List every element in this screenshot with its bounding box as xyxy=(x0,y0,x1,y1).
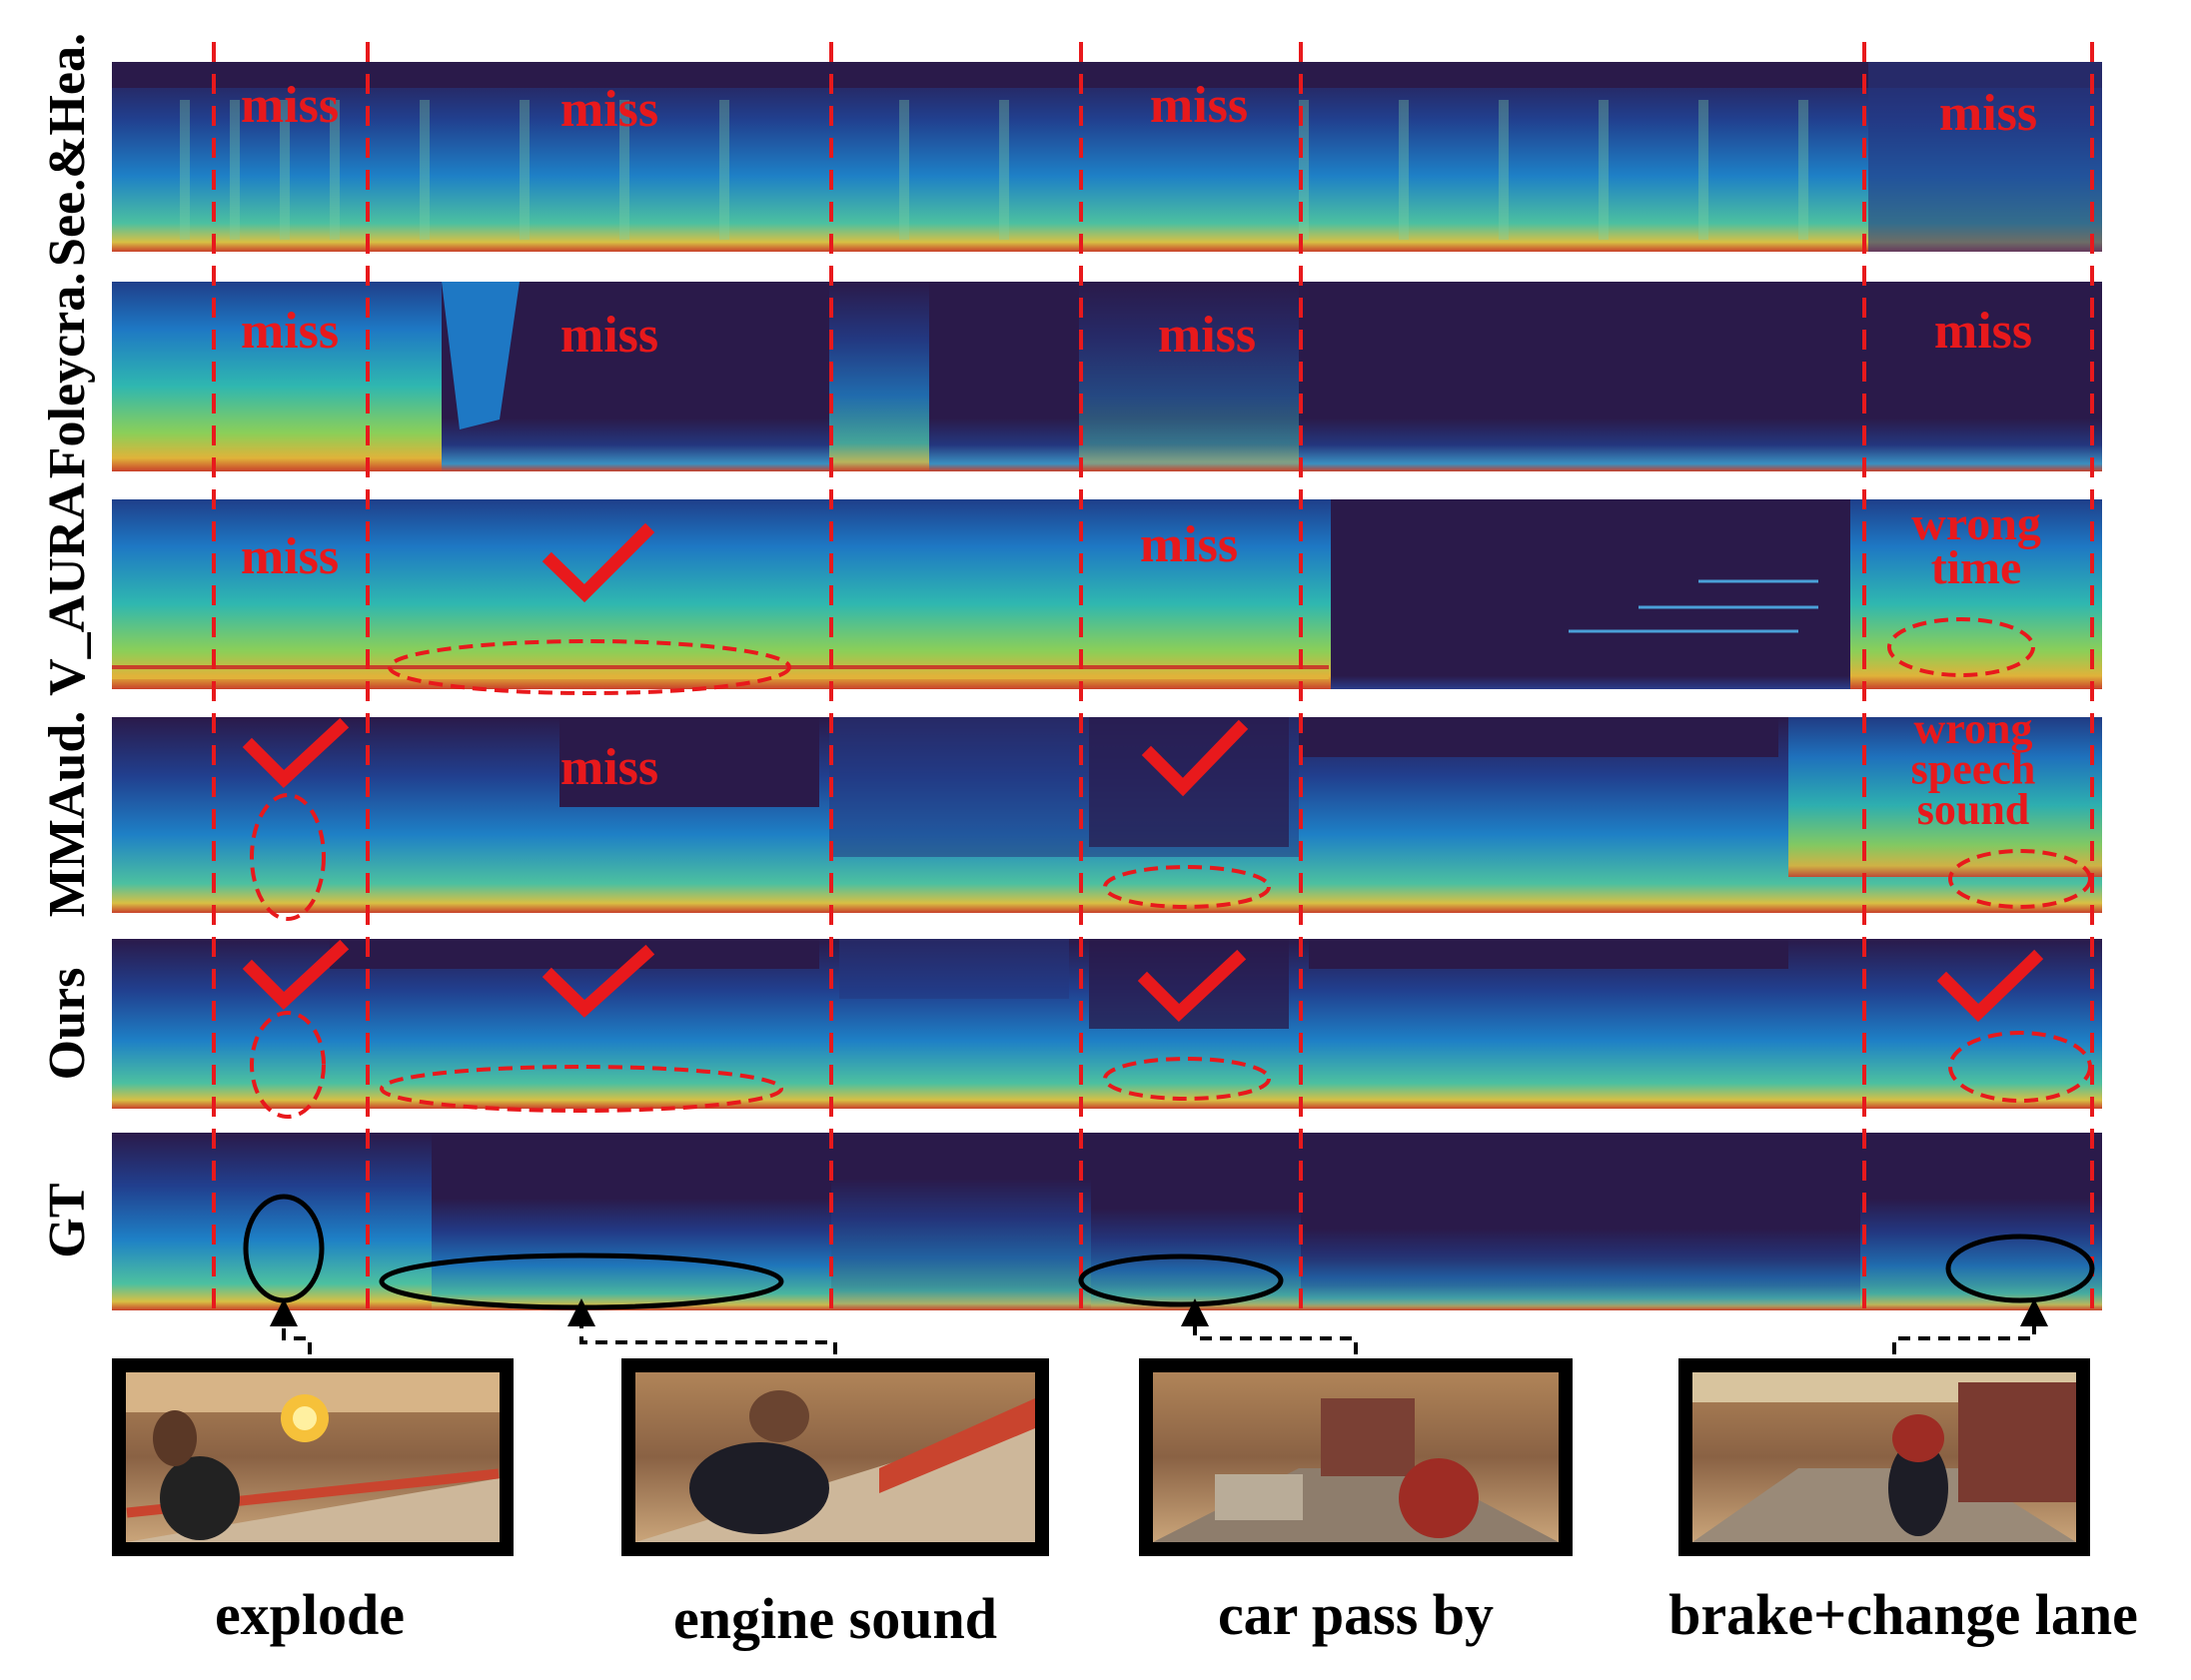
video-frame-car-pass-by xyxy=(1139,1358,1573,1556)
annotation-text: miss xyxy=(1140,516,1238,573)
video-frame-engine-sound xyxy=(621,1358,1049,1556)
caption-car-pass-by: car pass by xyxy=(1218,1582,1494,1647)
annotations-row-1: miss miss miss miss xyxy=(241,303,2032,364)
segment-boundaries xyxy=(212,42,2094,1314)
row-label-5: GT xyxy=(39,1183,96,1258)
annotation-text: miss xyxy=(1158,307,1256,364)
annotation-text: miss xyxy=(560,307,658,364)
annotation-text: miss xyxy=(1939,85,2037,142)
spectrogram-gt xyxy=(112,1133,2102,1310)
video-frame-explode xyxy=(112,1358,514,1556)
check-icon xyxy=(242,939,350,1011)
spectrogram-v-aura xyxy=(112,499,2102,689)
row-label-0: See.&Hea. xyxy=(39,33,96,267)
annotation-text: miss xyxy=(560,81,658,138)
check-icon xyxy=(1137,949,1247,1023)
check-icon xyxy=(1141,719,1249,797)
video-frame-brake-change-lane xyxy=(1678,1358,2090,1556)
spectrogram-foleycra xyxy=(112,282,2102,471)
annotations-row-0: miss miss miss miss xyxy=(241,77,2037,142)
annotation-text: miss xyxy=(241,528,339,585)
check-icon xyxy=(242,717,350,789)
annotations-row-3: miss wrong speech sound xyxy=(242,704,2092,921)
annotation-text: miss xyxy=(560,739,658,796)
annotation-text: wrong time xyxy=(1911,497,2041,594)
row-labels: See.&Hea. Foleycra. V_AURA MMAud. Ours G… xyxy=(39,33,96,1259)
row-label-1: Foleycra. xyxy=(39,273,96,478)
event-arrows xyxy=(270,1298,2048,1354)
caption-explode: explode xyxy=(215,1582,405,1647)
caption-brake-change-lane: brake+change lane xyxy=(1668,1582,2138,1647)
check-icon xyxy=(1936,949,2044,1023)
annotation-text: miss xyxy=(1150,77,1248,134)
annotation-text: miss xyxy=(241,303,339,360)
annotation-text: miss xyxy=(241,77,339,134)
spectrogram-see-hea xyxy=(112,62,2102,252)
row-label-3: MMAud. xyxy=(39,711,96,918)
row-label-4: Ours xyxy=(39,968,96,1081)
row-label-2: V_AURA xyxy=(39,482,96,696)
annotations-row-4 xyxy=(242,939,2092,1119)
check-icon xyxy=(542,944,655,1018)
annotation-text: miss xyxy=(1934,303,2032,360)
event-captions: explode engine sound car pass by brake+c… xyxy=(215,1582,2138,1651)
annotations-row-2: miss miss wrong time xyxy=(241,497,2041,695)
annotation-text: wrong speech sound xyxy=(1911,704,2036,834)
caption-engine-sound: engine sound xyxy=(673,1586,997,1651)
check-icon xyxy=(542,522,655,603)
spectrogram-ours xyxy=(112,939,2102,1109)
